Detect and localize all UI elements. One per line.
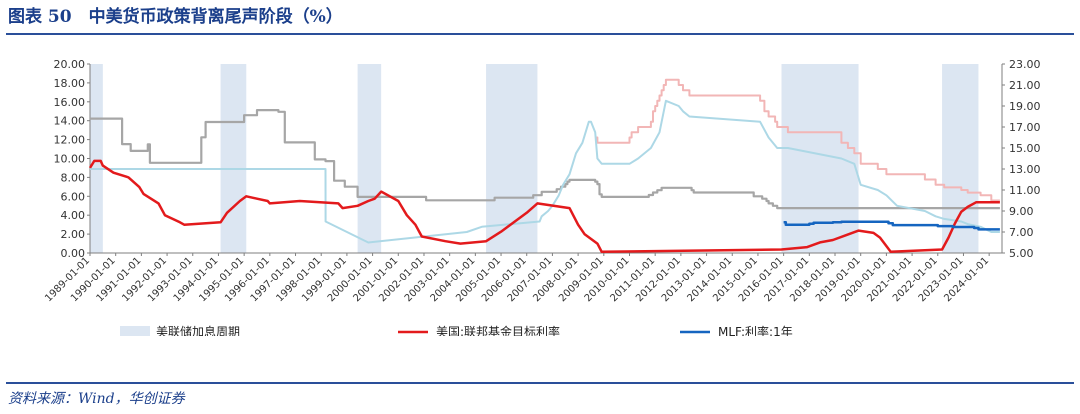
legend-label: 美国:联邦基金目标利率 [436, 324, 560, 336]
hike-cycle-band [90, 64, 103, 253]
right-tick-label: 19.00 [1009, 100, 1041, 113]
axes: 0.00 2.00 4.00 6.00 8.00 10.00 12.00 14.00 16.00… [43, 58, 1040, 304]
left-tick-label: 16.00 [54, 96, 86, 109]
legend-label: 美联储加息周期 [156, 324, 240, 336]
right-tick-label: 15.00 [1009, 142, 1041, 155]
left-tick-label: 20.00 [54, 58, 86, 71]
series-lines [88, 78, 1000, 254]
series-line-2 [595, 78, 1000, 202]
right-tick-label: 13.00 [1009, 163, 1041, 176]
left-tick-label: 18.00 [54, 77, 86, 90]
shaded-periods [90, 64, 979, 253]
right-tick-label: 23.00 [1009, 58, 1041, 71]
source-note: 资料来源：Wind，华创证券 [8, 391, 185, 407]
left-tick-label: 10.00 [54, 153, 86, 166]
left-tick-label: 8.00 [61, 171, 86, 184]
left-tick-label: 12.00 [54, 134, 86, 147]
chart-title: 图表 50 中美货币政策背离尾声阶段（%） [8, 7, 343, 27]
left-tick-label: 0.00 [61, 247, 86, 260]
right-tick-label: 9.00 [1009, 205, 1034, 218]
right-tick-label: 21.00 [1009, 79, 1041, 92]
hike-cycle-band [220, 64, 247, 253]
right-tick-label: 11.00 [1009, 184, 1041, 197]
legend: 美联储加息周期美国:联邦基金目标利率MLF:利率:1年中国:中长期贷款利率:3至… [120, 324, 793, 336]
series-line-4 [88, 159, 1000, 254]
left-tick-label: 2.00 [61, 228, 86, 241]
left-tick-label: 14.00 [54, 115, 86, 128]
series-line-5 [783, 220, 1000, 231]
title-divider [6, 33, 1074, 35]
legend-label: MLF:利率:1年 [718, 324, 793, 336]
bottom-divider [6, 382, 1074, 384]
right-tick-label: 17.00 [1009, 121, 1041, 134]
legend-swatch-area [120, 326, 150, 336]
left-tick-label: 4.00 [61, 209, 86, 222]
right-tick-label: 7.00 [1009, 226, 1034, 239]
right-tick-label: 5.00 [1009, 247, 1034, 260]
left-tick-label: 6.00 [61, 190, 86, 203]
chart-area: 0.00 2.00 4.00 6.00 8.00 10.00 12.00 14.00 16.00… [43, 58, 1041, 336]
series-line-3 [90, 99, 1000, 244]
hike-cycle-band [357, 64, 382, 253]
